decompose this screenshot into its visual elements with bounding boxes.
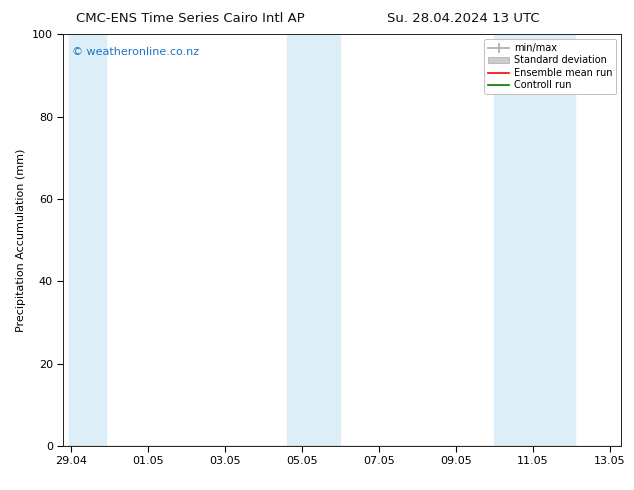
Text: © weatheronline.co.nz: © weatheronline.co.nz — [72, 47, 199, 57]
Text: CMC-ENS Time Series Cairo Intl AP: CMC-ENS Time Series Cairo Intl AP — [76, 12, 304, 25]
Bar — [495, 34, 575, 446]
Bar — [287, 34, 340, 446]
Y-axis label: Precipitation Accumulation (mm): Precipitation Accumulation (mm) — [16, 148, 27, 332]
Bar — [69, 34, 106, 446]
Text: Su. 28.04.2024 13 UTC: Su. 28.04.2024 13 UTC — [387, 12, 539, 25]
Legend: min/max, Standard deviation, Ensemble mean run, Controll run: min/max, Standard deviation, Ensemble me… — [484, 39, 616, 94]
